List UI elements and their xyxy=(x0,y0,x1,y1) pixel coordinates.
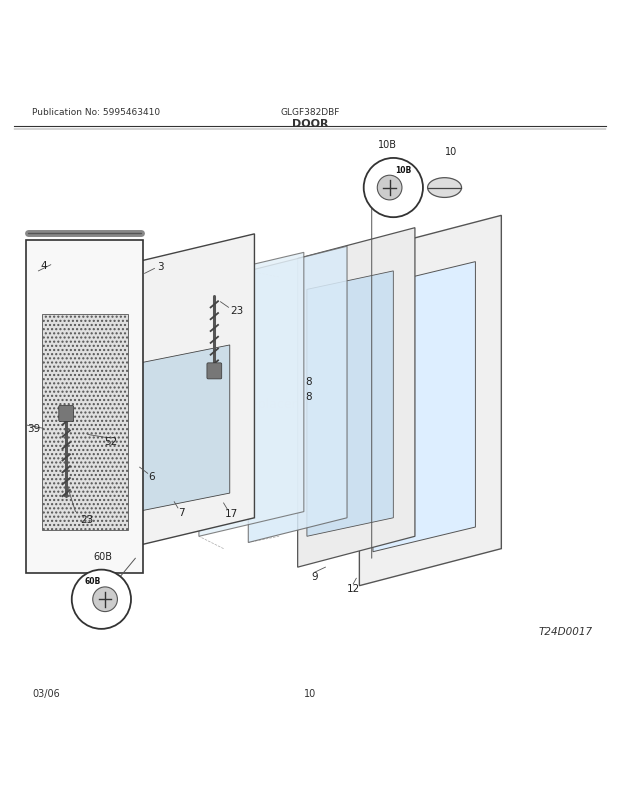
Text: 3: 3 xyxy=(157,261,164,272)
Polygon shape xyxy=(307,272,393,537)
Text: 9: 9 xyxy=(312,572,318,581)
Text: 10B: 10B xyxy=(378,140,397,150)
Text: eReplacementParts.com: eReplacementParts.com xyxy=(234,398,386,411)
Polygon shape xyxy=(125,234,254,549)
Text: 7: 7 xyxy=(179,507,185,517)
Circle shape xyxy=(93,587,117,612)
Text: T24D0017: T24D0017 xyxy=(538,626,593,636)
Circle shape xyxy=(378,176,402,200)
Polygon shape xyxy=(298,229,415,568)
Polygon shape xyxy=(360,216,502,586)
Text: Publication No: 5995463410: Publication No: 5995463410 xyxy=(32,108,161,117)
Polygon shape xyxy=(42,314,128,530)
Text: 6: 6 xyxy=(148,472,154,481)
Text: 10B: 10B xyxy=(395,165,411,174)
Text: 60B: 60B xyxy=(84,577,101,585)
Text: 8: 8 xyxy=(306,391,312,401)
Polygon shape xyxy=(248,247,347,543)
Text: 23: 23 xyxy=(80,514,93,525)
Text: 17: 17 xyxy=(224,508,237,518)
Text: 8: 8 xyxy=(306,376,312,387)
Text: 60B: 60B xyxy=(94,552,113,561)
Polygon shape xyxy=(373,262,476,552)
Text: DOOR: DOOR xyxy=(292,119,328,128)
Text: 03/06: 03/06 xyxy=(32,687,60,698)
Text: GLGF382DBF: GLGF382DBF xyxy=(280,108,340,117)
Text: 10: 10 xyxy=(445,147,457,156)
Circle shape xyxy=(364,159,423,218)
Text: 39: 39 xyxy=(27,423,40,434)
Circle shape xyxy=(72,570,131,629)
Text: 52: 52 xyxy=(105,436,118,446)
Polygon shape xyxy=(26,241,143,573)
Text: 23: 23 xyxy=(231,306,244,315)
FancyBboxPatch shape xyxy=(207,363,222,379)
Polygon shape xyxy=(199,253,304,537)
Text: 12: 12 xyxy=(347,583,360,593)
Polygon shape xyxy=(137,346,230,512)
Text: 4: 4 xyxy=(40,261,46,270)
Text: 10: 10 xyxy=(304,687,316,698)
Ellipse shape xyxy=(428,179,461,198)
FancyBboxPatch shape xyxy=(59,406,74,422)
